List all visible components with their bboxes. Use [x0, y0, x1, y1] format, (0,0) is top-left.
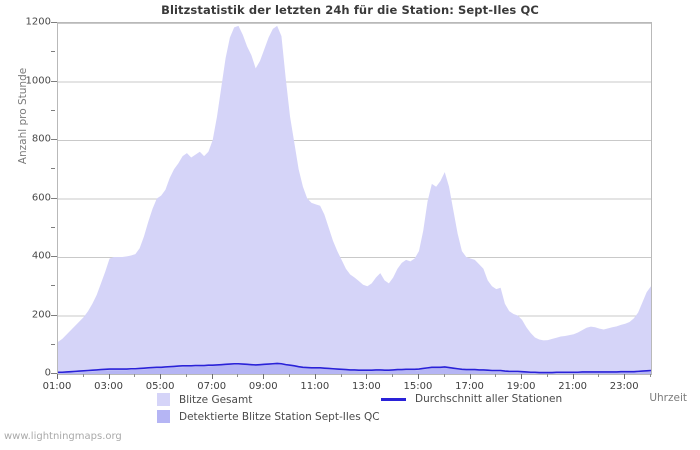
x-axis-tick-mark [470, 374, 471, 379]
y-axis-tick-label: 1200 [25, 16, 51, 28]
y-axis-tick-mark [51, 81, 57, 82]
x-axis-minor-tick-mark [237, 374, 238, 377]
legend-item-station: Detektierte Blitze Station Sept-Iles QC [157, 410, 380, 423]
y-axis-tick-mark [51, 22, 57, 23]
y-axis-tick-mark [51, 198, 57, 199]
y-axis-tick-mark [51, 256, 57, 257]
y-axis-minor-tick-mark [51, 168, 55, 169]
x-axis-tick-mark [573, 374, 574, 379]
x-axis-tick-mark [57, 374, 58, 379]
x-axis-tick-label: 03:00 [94, 381, 123, 392]
y-axis-tick-mark [51, 373, 57, 374]
x-axis-tick-labels: 01:00 03:00 05:00 07:00 09:00 11:00 13:00 15:00… [43, 381, 651, 395]
x-axis-tick-label: 07:00 [197, 381, 227, 392]
y-axis-minor-tick-mark [51, 285, 55, 286]
x-axis-tick-mark [315, 374, 316, 379]
y-axis-tick-label: 1000 [25, 75, 51, 86]
x-axis-tick-label: 23:00 [609, 381, 639, 392]
x-axis-tick-mark [624, 374, 625, 379]
y-axis-tick-labels: 0 200 400 600 800 1000 1200 [0, 17, 57, 379]
x-axis-tick-mark [418, 374, 419, 379]
legend-swatch-average-icon [381, 397, 406, 401]
x-axis-ticks [57, 374, 651, 380]
legend-label-station: Detektierte Blitze Station Sept-Iles QC [179, 410, 380, 423]
area-series-station [58, 364, 651, 374]
x-axis-tick-label: 19:00 [506, 381, 536, 392]
chart-legend: Blitze Gesamt Detektierte Blitze Station… [0, 393, 700, 427]
line-series-average [58, 362, 651, 374]
y-axis-tick-mark [51, 139, 57, 140]
plot-area [57, 22, 652, 375]
x-axis-minor-tick-mark [341, 374, 342, 377]
page-title: Blitzstatistik der letzten 24h für die S… [161, 3, 539, 17]
y-axis-tick-label: 200 [31, 309, 51, 320]
x-axis-minor-tick-mark [83, 374, 84, 377]
x-axis-minor-tick-mark [289, 374, 290, 377]
x-axis-tick-mark [212, 374, 213, 379]
y-axis-tick-mark [51, 315, 57, 316]
legend-label-total: Blitze Gesamt [179, 393, 253, 406]
y-axis-minor-tick-mark [51, 344, 55, 345]
plot-svg [58, 23, 651, 374]
area-series-total [58, 25, 651, 374]
x-axis-tick-mark [160, 374, 161, 379]
y-axis-tick-label: 600 [31, 192, 51, 203]
x-axis-tick-label: 17:00 [455, 381, 484, 392]
x-axis-tick-label: 05:00 [145, 381, 175, 392]
legend-item-average: Durchschnitt aller Stationen [381, 393, 562, 405]
x-axis-minor-tick-mark [186, 374, 187, 377]
x-axis-title: Uhrzeit [649, 392, 687, 404]
legend-swatch-total-icon [157, 393, 170, 406]
x-axis-tick-mark [263, 374, 264, 379]
y-axis-tick-label: 400 [31, 250, 51, 262]
x-axis-minor-tick-mark [495, 374, 496, 377]
y-axis-tick-label: 800 [31, 133, 51, 145]
x-axis-tick-mark [521, 374, 522, 379]
y-axis-minor-tick-mark [51, 51, 55, 52]
x-axis-minor-tick-mark [134, 374, 135, 377]
x-axis-tick-mark [366, 374, 367, 379]
x-axis-tick-mark [109, 374, 110, 379]
footer-url: www.lightningmaps.org [4, 431, 122, 442]
x-axis-minor-tick-mark [444, 374, 445, 377]
x-axis-tick-label: 01:00 [42, 381, 72, 392]
y-axis-minor-tick-mark [51, 227, 55, 228]
legend-swatch-station-icon [157, 410, 170, 423]
x-axis-tick-label: 11:00 [300, 381, 330, 392]
x-axis-minor-tick-mark [392, 374, 393, 377]
legend-label-average: Durchschnitt aller Stationen [415, 393, 563, 405]
x-axis-tick-label: 13:00 [351, 381, 381, 392]
x-axis-tick-label: 09:00 [248, 381, 278, 392]
x-axis-tick-label: 21:00 [558, 381, 588, 392]
x-axis-tick-label: 15:00 [403, 381, 433, 392]
x-axis-minor-tick-mark [650, 374, 651, 377]
y-axis-tick-label: 0 [44, 367, 51, 379]
y-axis-minor-tick-mark [51, 110, 55, 111]
x-axis-minor-tick-mark [598, 374, 599, 377]
legend-item-total: Blitze Gesamt [157, 393, 252, 406]
x-axis-minor-tick-mark [547, 374, 548, 377]
